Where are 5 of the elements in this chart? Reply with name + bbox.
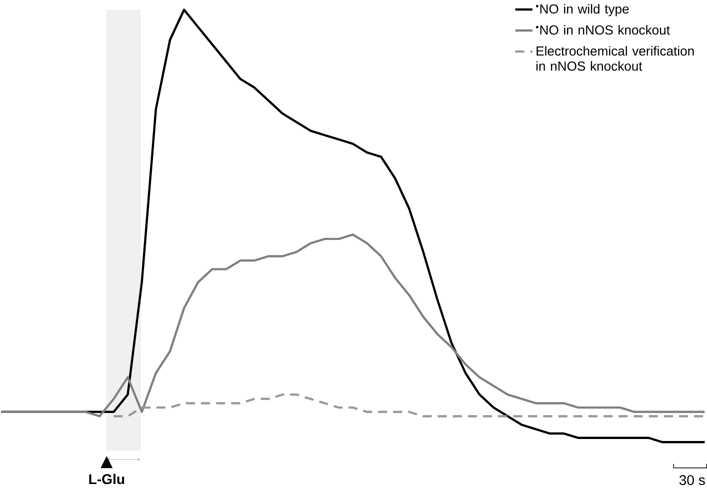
- legend-label: $^{•}$NO in nNOS knockout: [536, 25, 670, 35]
- text: 30 s: [679, 475, 705, 486]
- legend-label: Electrochemical verification in nNOS knockout: [536, 46, 694, 71]
- legend-label: $^{•}$NO in wild type: [536, 4, 629, 16]
- text: L-Glu: [89, 474, 124, 484]
